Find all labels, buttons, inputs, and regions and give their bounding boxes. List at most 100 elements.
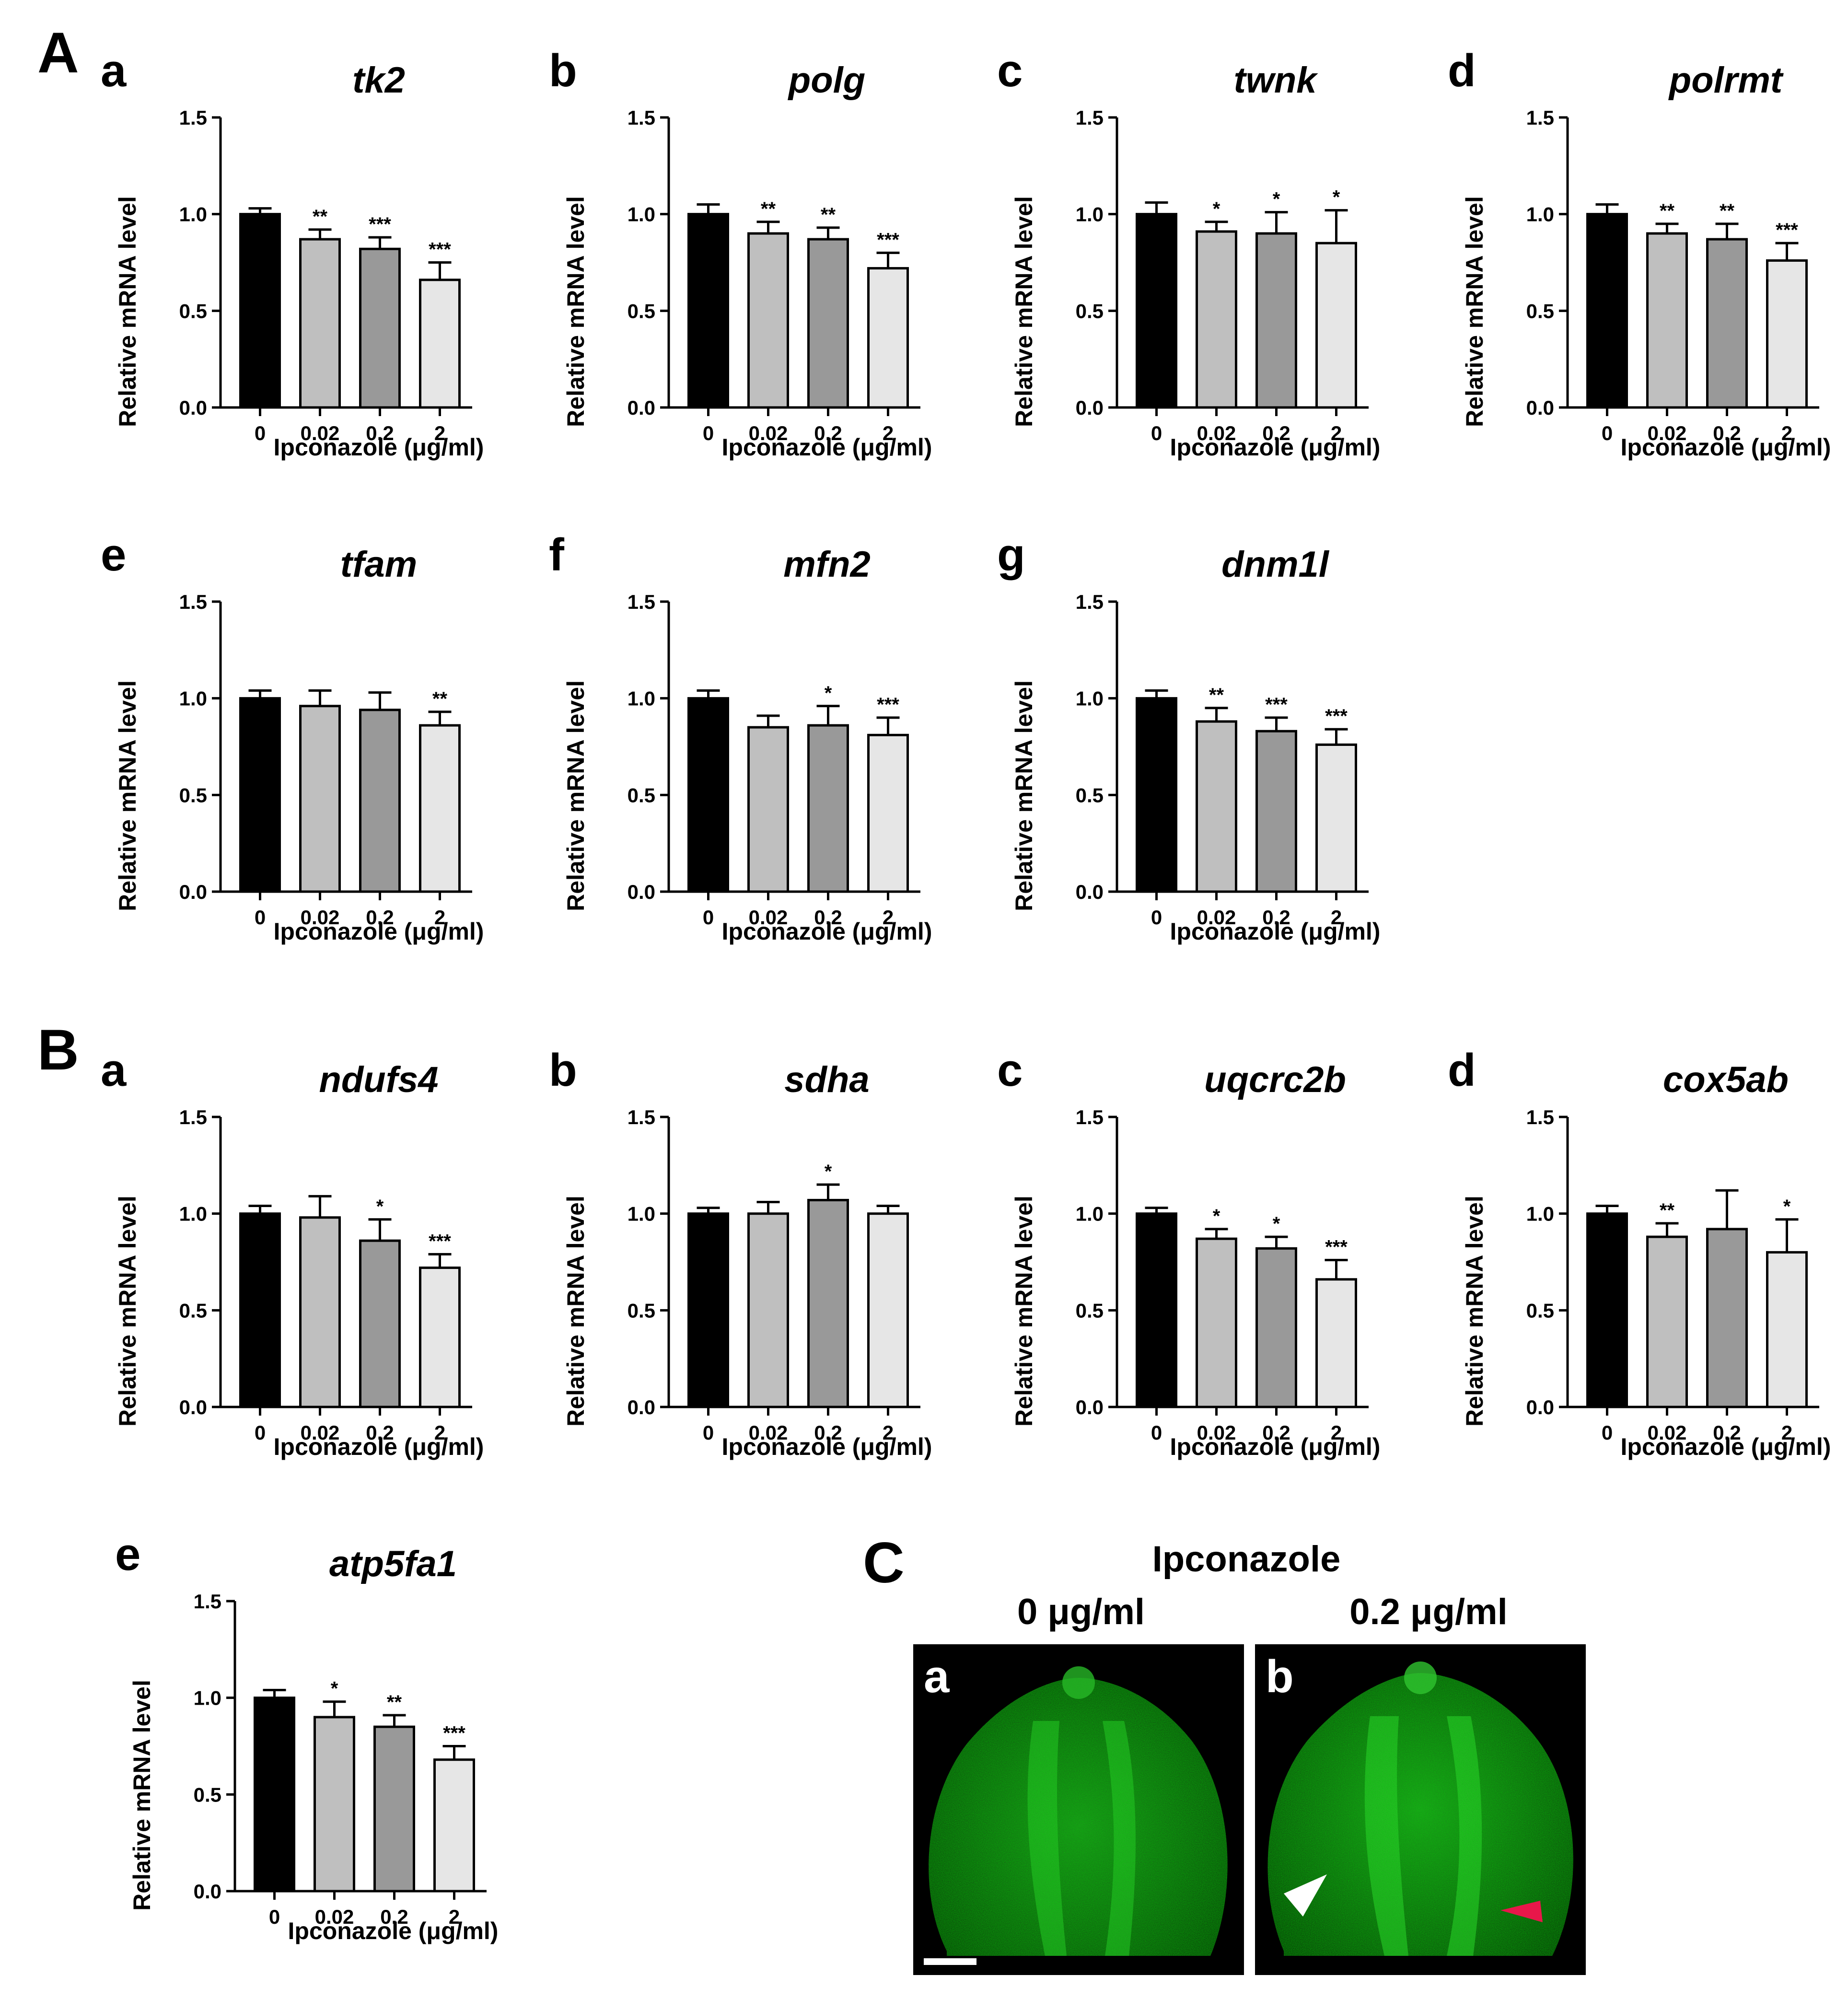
y-tick-label: 1.0 xyxy=(628,203,655,226)
y-tick-label: 0.0 xyxy=(1526,396,1554,419)
x-tick-label: 2 xyxy=(883,906,894,929)
bar-2 xyxy=(373,1725,415,1893)
plot-uqcrc2b: 0.0 0.5 1.0 1.5 0 0.02 * 0.2 * 2 *** c uqcrc2b Relati… xyxy=(997,1047,1429,1488)
panel-letter: a xyxy=(101,1045,127,1096)
y-axis-label: Relative mRNA level xyxy=(1461,1196,1488,1427)
y-axis-label: Relative mRNA level xyxy=(114,196,141,427)
white-arrowhead-icon xyxy=(1284,1874,1327,1917)
bar-3 xyxy=(433,1758,475,1893)
x-tick-label: 0.02 xyxy=(1197,1421,1236,1444)
bar-2 xyxy=(1255,232,1297,409)
y-tick-label: 1.5 xyxy=(1076,591,1104,613)
y-tick-label: 1.0 xyxy=(1076,1203,1104,1225)
x-tick-label: 0 xyxy=(255,1421,266,1444)
x-tick-label: 2 xyxy=(883,1421,894,1444)
y-tick-label: 1.0 xyxy=(1076,203,1104,226)
y-tick-label: 0.0 xyxy=(194,1880,221,1903)
significance-marker: * xyxy=(825,683,832,704)
y-tick-label: 0.5 xyxy=(628,784,655,806)
bar-2 xyxy=(1706,1228,1748,1408)
bar-2 xyxy=(807,724,849,893)
bar-chart-svg: 0.0 0.5 1.0 1.5 0 0.02 ** 0.2 *** 2 *** xyxy=(179,106,472,444)
x-tick-label: 0.2 xyxy=(814,1421,842,1444)
y-tick-label: 0.0 xyxy=(1076,1396,1104,1418)
chart-title: twnk xyxy=(1233,60,1317,101)
significance-marker: ** xyxy=(1720,200,1735,221)
significance-marker: *** xyxy=(1325,706,1348,727)
x-axis-label: Ipconazole (μg/ml) xyxy=(721,918,932,945)
significance-marker: ** xyxy=(1660,1200,1675,1221)
bar-2 xyxy=(359,1239,401,1408)
panel-letter: d xyxy=(1448,45,1476,96)
bar-1 xyxy=(1196,1237,1237,1408)
bar-0 xyxy=(254,1697,295,1893)
y-tick-label: 1.0 xyxy=(628,687,655,710)
y-tick-label: 1.5 xyxy=(1076,106,1104,129)
y-tick-label: 1.5 xyxy=(1526,106,1554,129)
y-tick-label: 0.0 xyxy=(628,396,655,419)
x-tick-label: 2 xyxy=(1331,1421,1342,1444)
bar-0 xyxy=(239,213,281,409)
x-tick-label: 0 xyxy=(255,906,266,929)
y-axis-label: Relative mRNA level xyxy=(1461,196,1488,427)
bar-0 xyxy=(687,213,729,409)
bar-3 xyxy=(867,733,909,893)
y-axis-label: Relative mRNA level xyxy=(1011,196,1037,427)
chart-title: ndufs4 xyxy=(319,1059,439,1100)
y-tick-label: 1.5 xyxy=(179,106,207,129)
x-tick-label: 0.02 xyxy=(301,906,340,929)
significance-marker: * xyxy=(1273,189,1280,210)
x-tick-label: 0.2 xyxy=(1262,422,1290,444)
bar-3 xyxy=(419,279,461,409)
bar-chart-svg: 0.0 0.5 1.0 1.5 0 0.02 ** 0.2 *** 2 *** xyxy=(1076,591,1369,929)
bar-2 xyxy=(807,1198,849,1408)
y-axis-label: Relative mRNA level xyxy=(562,1196,589,1427)
plot-polrmt: 0.0 0.5 1.0 1.5 0 0.02 ** 0.2 ** 2 *** d polrmt Relat… xyxy=(1448,48,1848,489)
y-tick-label: 1.0 xyxy=(179,687,207,710)
x-tick-label: 0.02 xyxy=(1197,422,1236,444)
significance-marker: *** xyxy=(429,239,451,260)
y-tick-label: 1.5 xyxy=(628,591,655,613)
x-tick-label: 0.02 xyxy=(749,1421,788,1444)
y-tick-label: 1.5 xyxy=(628,106,655,129)
x-tick-label: 2 xyxy=(883,422,894,444)
x-axis-label: Ipconazole (μg/ml) xyxy=(1170,918,1381,945)
chart-title: cox5ab xyxy=(1663,1059,1789,1100)
panel-c-label-control: 0 μg/ml xyxy=(1017,1592,1145,1632)
x-tick-label: 0 xyxy=(703,1421,714,1444)
bar-0 xyxy=(687,1212,729,1408)
bar-chart-svg: 0.0 0.5 1.0 1.5 0 0.02 ** 0.2 ** 2 *** xyxy=(1526,106,1819,444)
x-tick-label: 0 xyxy=(1602,422,1613,444)
bar-3 xyxy=(1315,1278,1357,1408)
significance-marker: * xyxy=(331,1678,338,1699)
significance-marker: ** xyxy=(1209,685,1224,706)
significance-marker: *** xyxy=(369,214,391,235)
panel-letter: a xyxy=(101,45,127,96)
chart-title: atp5fa1 xyxy=(329,1544,457,1584)
y-tick-label: 1.0 xyxy=(1526,1203,1554,1225)
y-tick-label: 0.0 xyxy=(179,396,207,419)
bar-0 xyxy=(1586,213,1628,409)
panel-letter: b xyxy=(549,1045,577,1096)
panel-letter: f xyxy=(549,529,564,581)
y-axis-label: Relative mRNA level xyxy=(1011,680,1037,911)
chart-title: mfn2 xyxy=(783,544,871,585)
x-axis-label: Ipconazole (μg/ml) xyxy=(273,918,484,945)
section-label-a: A xyxy=(37,21,79,85)
x-tick-label: 0.02 xyxy=(749,422,788,444)
significance-marker: ** xyxy=(821,204,836,225)
x-tick-label: 0.2 xyxy=(366,422,394,444)
significance-marker: * xyxy=(825,1161,832,1182)
bar-1 xyxy=(747,726,789,893)
y-axis-label: Relative mRNA level xyxy=(562,680,589,911)
bar-3 xyxy=(867,267,909,409)
x-tick-label: 0.02 xyxy=(301,1421,340,1444)
plot-twnk: 0.0 0.5 1.0 1.5 0 0.02 * 0.2 * 2 * c twnk Relative mR… xyxy=(997,48,1429,489)
bar-3 xyxy=(1315,743,1357,893)
x-tick-label: 2 xyxy=(434,422,445,444)
plot-sdha: 0.0 0.5 1.0 1.5 0 0.02 0.2 * 2 b sdha Relative mRNA… xyxy=(549,1047,980,1488)
micrograph-treated-image xyxy=(1255,1644,1586,1975)
x-tick-label: 0 xyxy=(703,422,714,444)
scale-bar xyxy=(924,1958,976,1965)
significance-marker: * xyxy=(1213,198,1220,220)
